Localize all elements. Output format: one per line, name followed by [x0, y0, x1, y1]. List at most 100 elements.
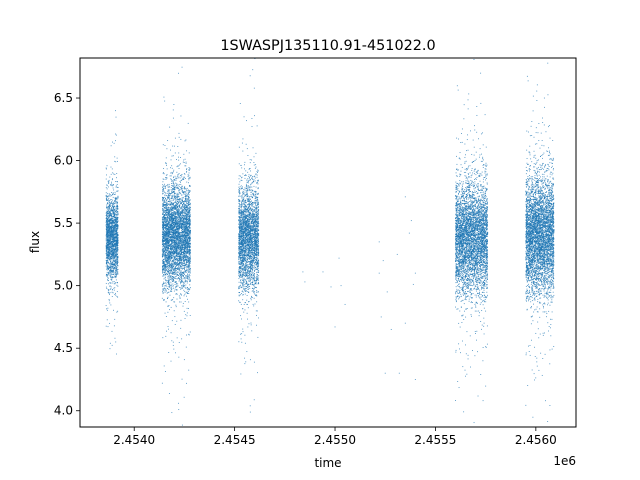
data-point — [172, 247, 174, 249]
data-point — [173, 195, 175, 197]
data-point — [113, 219, 115, 221]
data-point — [161, 254, 163, 256]
data-point — [109, 218, 111, 220]
data-point — [117, 235, 118, 237]
data-point — [181, 213, 183, 215]
data-point — [168, 229, 169, 231]
data-point — [177, 283, 179, 285]
data-point — [187, 223, 189, 225]
data-point — [107, 217, 109, 219]
data-point — [163, 218, 165, 220]
data-point — [174, 152, 176, 154]
data-point — [113, 256, 115, 258]
data-point — [111, 276, 113, 278]
data-point — [167, 210, 169, 212]
data-point — [115, 208, 117, 209]
data-point — [168, 206, 170, 208]
data-point — [111, 194, 113, 196]
data-point — [183, 208, 185, 209]
data-point — [180, 261, 182, 263]
data-point — [185, 221, 187, 223]
data-point — [175, 275, 177, 277]
data-point — [108, 217, 110, 219]
data-point — [165, 223, 167, 225]
data-point — [114, 220, 116, 222]
data-point — [176, 194, 178, 195]
data-point — [114, 211, 116, 212]
data-point — [169, 247, 171, 249]
data-point — [165, 185, 167, 187]
data-point — [180, 267, 182, 269]
data-point — [115, 273, 117, 275]
data-point — [171, 285, 173, 287]
data-point — [178, 252, 180, 254]
data-point — [179, 293, 181, 295]
data-point — [182, 275, 184, 277]
data-point — [165, 250, 167, 252]
data-point — [182, 275, 183, 277]
data-point — [181, 237, 183, 239]
data-point — [106, 206, 107, 208]
data-point — [112, 253, 114, 254]
data-point — [178, 210, 180, 212]
data-point — [111, 243, 113, 245]
data-point — [108, 206, 110, 208]
data-point — [109, 254, 111, 256]
data-point — [164, 261, 166, 263]
data-point — [179, 248, 181, 249]
data-point — [175, 251, 177, 253]
data-point — [177, 218, 179, 220]
data-point — [106, 271, 108, 273]
data-point — [110, 253, 111, 255]
data-point — [178, 159, 180, 161]
data-point — [108, 258, 110, 260]
data-point — [171, 288, 173, 290]
data-point — [114, 276, 116, 278]
data-point — [189, 184, 190, 186]
data-point — [183, 247, 185, 249]
data-point — [162, 208, 164, 210]
data-point — [180, 180, 182, 181]
data-point — [179, 263, 180, 265]
data-point — [112, 240, 114, 242]
data-point — [115, 264, 117, 266]
data-point — [162, 253, 164, 255]
data-point — [112, 239, 114, 241]
data-point — [112, 226, 114, 228]
data-point — [177, 259, 179, 261]
data-point — [105, 248, 107, 250]
data-point — [181, 338, 183, 340]
data-point — [117, 273, 119, 275]
data-point — [108, 210, 110, 212]
data-point — [116, 240, 118, 241]
data-point — [175, 231, 177, 233]
data-point — [174, 251, 176, 253]
data-point — [185, 280, 187, 282]
data-point — [110, 260, 112, 262]
data-point — [113, 142, 115, 144]
data-point — [187, 226, 188, 228]
data-point — [175, 220, 176, 222]
data-point — [181, 239, 183, 241]
data-point — [180, 227, 181, 229]
data-point — [172, 224, 174, 226]
data-point — [110, 223, 112, 225]
data-point — [109, 200, 110, 202]
data-point — [172, 264, 174, 265]
data-point — [187, 204, 189, 206]
data-point — [113, 211, 114, 213]
data-point — [163, 249, 165, 251]
data-point — [111, 239, 113, 241]
data-point — [107, 249, 109, 251]
data-point — [110, 247, 111, 249]
data-point — [173, 184, 175, 186]
data-point — [116, 311, 118, 313]
data-point — [113, 281, 115, 283]
data-point — [109, 233, 111, 235]
data-point — [171, 247, 173, 248]
data-point — [108, 193, 110, 195]
data-point — [116, 184, 118, 185]
data-point — [164, 260, 166, 262]
data-point — [114, 255, 116, 257]
data-point — [115, 211, 117, 213]
